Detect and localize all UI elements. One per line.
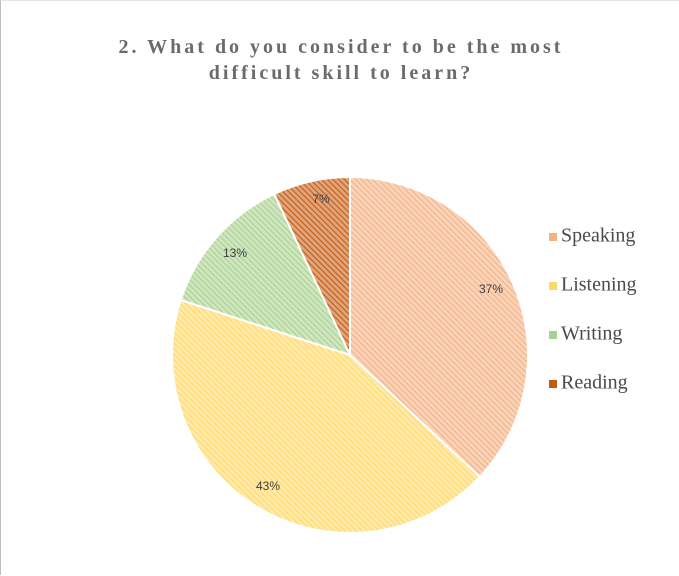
data-label-speaking: 37%: [479, 282, 503, 296]
pie-slice-writing: [179, 192, 352, 357]
legend-swatch-listening: [549, 282, 557, 290]
pie-data-labels: 37% 43% 13% 7%: [223, 192, 503, 493]
legend-swatch-reading: [549, 380, 557, 388]
legend: Speaking Listening Writing Reading: [549, 225, 637, 394]
legend-label-reading: Reading: [561, 372, 628, 394]
legend-label-listening: Listening: [561, 274, 637, 296]
legend-label-writing: Writing: [561, 323, 622, 345]
chart-title-line-2: difficult skill to learn?: [208, 62, 474, 84]
legend-swatch-writing: [549, 331, 557, 339]
chart-title-line-1: 2. What do you consider to be the most: [118, 36, 564, 58]
data-label-reading: 7%: [312, 192, 330, 206]
pie-slice-reading: [272, 175, 351, 356]
legend-label-speaking: Speaking: [561, 225, 635, 247]
legend-swatch-speaking: [549, 233, 557, 241]
pie-slices: [171, 175, 529, 534]
data-label-listening: 43%: [256, 479, 280, 493]
data-label-writing: 13%: [223, 246, 247, 260]
pie-slice-speaking: [349, 175, 529, 479]
pie-slice-listening: [171, 298, 482, 534]
